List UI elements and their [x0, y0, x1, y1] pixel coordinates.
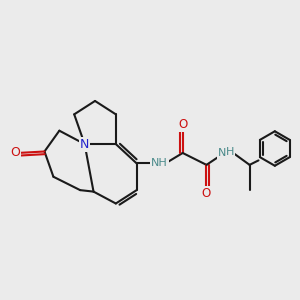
- Text: O: O: [202, 187, 211, 200]
- Text: NH: NH: [151, 158, 168, 168]
- Text: O: O: [10, 146, 20, 159]
- Text: O: O: [178, 118, 187, 131]
- Text: H: H: [226, 147, 234, 158]
- Text: N: N: [80, 138, 89, 151]
- Text: N: N: [218, 148, 226, 158]
